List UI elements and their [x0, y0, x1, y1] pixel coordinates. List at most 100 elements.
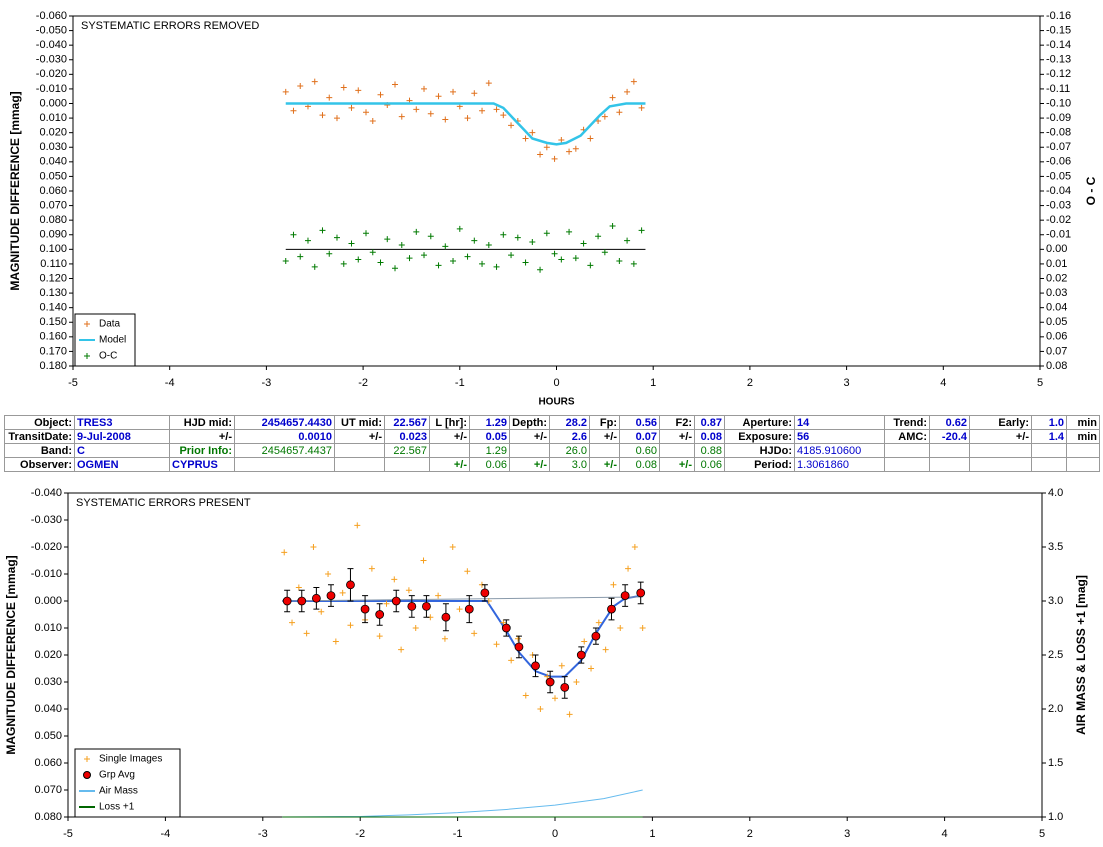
y2-tick-label: 0.02: [1046, 272, 1067, 284]
data-point: [471, 630, 478, 637]
table-cell: 2.6: [549, 429, 590, 444]
table-cell: [1031, 457, 1067, 472]
table-cell: 2454657.4437: [234, 443, 335, 458]
data-point: [450, 88, 457, 95]
y-tick-label: 0.050: [39, 170, 67, 182]
legend-label: Grp Avg: [99, 770, 135, 781]
group-average-point: [464, 604, 474, 614]
table-cell: 22.567: [384, 443, 430, 458]
data-point: [616, 109, 623, 116]
x-tick-label: -3: [258, 828, 268, 840]
table-cell: 0.62: [929, 415, 970, 430]
data-point: [522, 692, 529, 699]
data-point: [348, 104, 355, 111]
x-tick-label: -2: [355, 828, 365, 840]
legend-swatch: [84, 353, 90, 359]
table-cell: 26.0: [549, 443, 590, 458]
y-tick-label: -0.030: [36, 54, 67, 66]
data-point: [479, 260, 486, 267]
x-tick-label: 5: [1039, 828, 1045, 840]
legend-label: Model: [99, 335, 126, 346]
x-tick-label: 0: [552, 828, 558, 840]
data-point: [442, 116, 449, 123]
table-cell: [509, 443, 550, 458]
y-tick-label: -0.020: [36, 68, 67, 80]
data-point: [347, 622, 354, 629]
data-point: [630, 260, 637, 267]
data-point: [581, 638, 588, 645]
data-point: [354, 522, 361, 529]
group-average-point: [576, 650, 586, 660]
y2-tick-label: -0.05: [1046, 170, 1071, 182]
table-cell: 0.0010: [234, 429, 335, 444]
data-point: [355, 87, 362, 94]
data-point: [616, 258, 623, 264]
data-point: [377, 91, 384, 98]
table-cell: Period:: [724, 457, 795, 472]
table-cell: 1.29: [469, 415, 510, 430]
data-point: [392, 81, 399, 88]
x-tick-label: 4: [940, 377, 946, 389]
data-point: [340, 260, 347, 267]
data-point: [377, 259, 384, 266]
group-average-point: [620, 591, 630, 600]
table-cell: +/-: [589, 429, 620, 444]
data-point: [529, 239, 536, 246]
data-point: [319, 227, 326, 234]
series-line: [285, 102, 646, 146]
y2-tick-label: -0.06: [1046, 156, 1071, 168]
y-tick-label: -0.010: [31, 568, 62, 580]
table-cell: 3.0: [549, 457, 590, 472]
data-point: [537, 151, 544, 158]
y2-tick-label: -0.08: [1046, 127, 1071, 139]
data-point: [514, 635, 521, 642]
data-point: [602, 646, 609, 653]
data-point: [384, 236, 391, 243]
series-line: [282, 789, 643, 818]
y2-tick-label: -0.04: [1046, 185, 1071, 197]
table-cell: [334, 457, 385, 472]
data-point: [392, 265, 399, 272]
data-point: [508, 122, 515, 129]
data-point: [558, 136, 565, 143]
table-cell: C: [74, 443, 170, 458]
table-cell: 1.29: [469, 443, 510, 458]
data-point: [551, 250, 558, 257]
table-cell: [884, 457, 930, 472]
y-tick-label: 0.040: [39, 156, 67, 168]
data-point: [310, 544, 317, 550]
y2-tick-label: 4.0: [1048, 487, 1063, 499]
y2-tick-label: 0.08: [1046, 360, 1067, 372]
y2-tick-label: -0.16: [1046, 10, 1071, 22]
table-cell: [659, 443, 695, 458]
group-average-point: [326, 591, 336, 600]
x-axis-title: HOURS: [538, 397, 574, 408]
y2-tick-label: 3.0: [1048, 595, 1063, 607]
data-point: [566, 148, 573, 155]
group-average-point: [501, 623, 511, 633]
group-average-point: [531, 661, 540, 671]
y-tick-label: 0.120: [39, 272, 67, 284]
group-average-point: [607, 604, 616, 614]
table-cell: 9-Jul-2008: [74, 429, 170, 444]
x-tick-label: -4: [161, 828, 171, 840]
x-tick-label: 4: [942, 828, 948, 840]
group-average-point: [560, 683, 570, 692]
y-tick-label: 0.020: [39, 127, 67, 139]
legend-swatch: [84, 756, 90, 762]
table-cell: +/-: [169, 429, 235, 444]
data-point: [485, 80, 492, 87]
table-cell: +/-: [969, 429, 1032, 444]
data-point: [383, 600, 390, 607]
data-point: [333, 234, 340, 241]
x-tick-label: 1: [650, 377, 656, 389]
y2-tick-label: -0.15: [1046, 24, 1071, 36]
group-average-point: [441, 612, 451, 622]
y-tick-label: 0.070: [39, 199, 67, 211]
data-point: [558, 662, 565, 669]
data-point: [391, 576, 398, 583]
group-average-point: [514, 642, 524, 652]
y-tick-label: 0.130: [39, 287, 67, 299]
y-tick-label: -0.030: [31, 514, 62, 526]
